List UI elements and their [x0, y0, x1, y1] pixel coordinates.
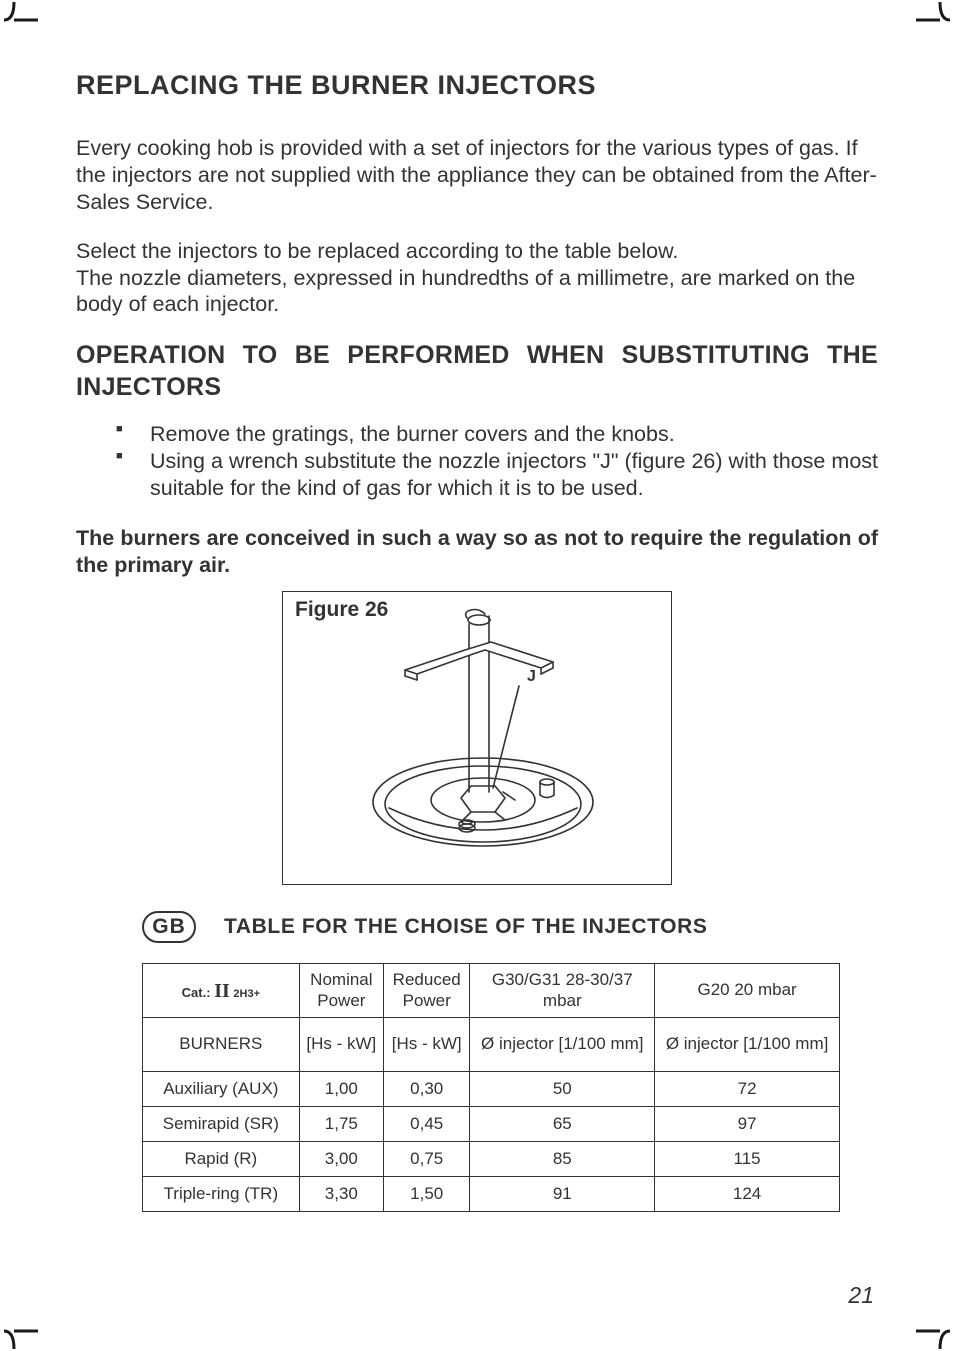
- table-row: Rapid (R) 3,00 0,75 85 115: [143, 1142, 840, 1177]
- table-header-g20: G20 20 mbar: [655, 964, 840, 1018]
- cell-g30: 50: [470, 1072, 655, 1107]
- crop-mark-top-left: [4, 2, 38, 28]
- table-sub-inj2: Ø injector [1/100 mm]: [655, 1018, 840, 1072]
- cat-suffix: 2H3+: [233, 988, 260, 1000]
- table-row: Triple-ring (TR) 3,30 1,50 91 124: [143, 1177, 840, 1212]
- subheading: OPERATION TO BE PERFORMED WHEN SUBSTITUT…: [76, 340, 878, 403]
- table-sub-burners: BURNERS: [143, 1018, 300, 1072]
- cell-nominal: 1,00: [299, 1072, 383, 1107]
- table-sub-hs1: [Hs - kW]: [299, 1018, 383, 1072]
- injector-table: Cat.: II 2H3+ Nominal Power Reduced Powe…: [142, 963, 840, 1212]
- intro-para-2-line2: The nozzle diameters, expressed in hundr…: [76, 266, 855, 317]
- cell-reduced: 0,45: [384, 1107, 470, 1142]
- figure-wrap: Figure 26 J: [76, 591, 878, 885]
- cell-g30: 65: [470, 1107, 655, 1142]
- cell-name: Triple-ring (TR): [143, 1177, 300, 1212]
- crop-mark-bottom-left: [4, 1323, 38, 1349]
- cell-g30: 85: [470, 1142, 655, 1177]
- cell-g20: 124: [655, 1177, 840, 1212]
- table-header-nominal: Nominal Power: [299, 964, 383, 1018]
- table-row: Semirapid (SR) 1,75 0,45 65 97: [143, 1107, 840, 1142]
- bullet-item: Remove the gratings, the burner covers a…: [116, 421, 878, 448]
- page-title: REPLACING THE BURNER INJECTORS: [76, 70, 878, 101]
- table-sub-inj1: Ø injector [1/100 mm]: [470, 1018, 655, 1072]
- cell-nominal: 3,30: [299, 1177, 383, 1212]
- crop-mark-bottom-right: [916, 1323, 950, 1349]
- cell-name: Rapid (R): [143, 1142, 300, 1177]
- cell-g30: 91: [470, 1177, 655, 1212]
- intro-para-2-line1: Select the injectors to be replaced acco…: [76, 239, 678, 263]
- cat-roman: II: [214, 980, 230, 1002]
- cell-name: Auxiliary (AUX): [143, 1072, 300, 1107]
- cell-nominal: 1,75: [299, 1107, 383, 1142]
- cell-g20: 97: [655, 1107, 840, 1142]
- table-sub-hs2: [Hs - kW]: [384, 1018, 470, 1072]
- table-title: TABLE FOR THE CHOISE OF THE INJECTORS: [224, 915, 707, 939]
- table-header-g30: G30/G31 28-30/37 mbar: [470, 964, 655, 1018]
- cell-reduced: 0,75: [384, 1142, 470, 1177]
- cell-g20: 115: [655, 1142, 840, 1177]
- intro-para-2: Select the injectors to be replaced acco…: [76, 238, 878, 319]
- bullet-item: Using a wrench substitute the nozzle inj…: [116, 448, 878, 502]
- crop-mark-top-right: [916, 2, 950, 28]
- bullet-list: Remove the gratings, the burner covers a…: [76, 421, 878, 502]
- bold-note: The burners are conceived in such a way …: [76, 525, 878, 579]
- intro-para-1: Every cooking hob is provided with a set…: [76, 135, 878, 216]
- table-title-row: GB TABLE FOR THE CHOISE OF THE INJECTORS: [142, 911, 878, 943]
- cell-reduced: 0,30: [384, 1072, 470, 1107]
- gb-badge: GB: [142, 911, 196, 943]
- table-header-reduced: Reduced Power: [384, 964, 470, 1018]
- cat-prefix: Cat.:: [182, 985, 211, 1000]
- table-header-cat: Cat.: II 2H3+: [143, 964, 300, 1018]
- table-row: Auxiliary (AUX) 1,00 0,30 50 72: [143, 1072, 840, 1107]
- burner-diagram: [343, 602, 643, 872]
- figure-box: Figure 26 J: [282, 591, 672, 885]
- cell-nominal: 3,00: [299, 1142, 383, 1177]
- cell-reduced: 1,50: [384, 1177, 470, 1212]
- page-number: 21: [848, 1282, 874, 1309]
- cell-g20: 72: [655, 1072, 840, 1107]
- cell-name: Semirapid (SR): [143, 1107, 300, 1142]
